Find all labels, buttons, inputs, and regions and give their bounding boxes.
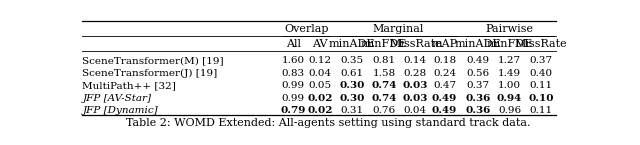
Text: 0.03: 0.03 (403, 81, 428, 90)
Text: 0.03: 0.03 (403, 94, 428, 103)
Text: MissRate: MissRate (389, 39, 442, 49)
Text: 0.83: 0.83 (282, 69, 305, 78)
Text: Table 2: WOMD Extended: All-agents setting using standard track data.: Table 2: WOMD Extended: All-agents setti… (125, 118, 531, 128)
Text: 0.04: 0.04 (404, 106, 427, 115)
Text: minFDE: minFDE (486, 39, 532, 49)
Text: 0.61: 0.61 (340, 69, 364, 78)
Text: 1.49: 1.49 (498, 69, 521, 78)
Text: 0.81: 0.81 (372, 56, 396, 65)
Text: MultiPath++ [32]: MultiPath++ [32] (83, 81, 177, 90)
Text: 0.18: 0.18 (433, 56, 456, 65)
Text: 0.74: 0.74 (371, 81, 397, 90)
Text: 0.40: 0.40 (530, 69, 553, 78)
Text: 0.99: 0.99 (282, 94, 305, 103)
Text: SceneTransformer(J) [19]: SceneTransformer(J) [19] (83, 69, 218, 78)
Text: 0.11: 0.11 (530, 106, 553, 115)
Text: 0.76: 0.76 (372, 106, 396, 115)
Text: 0.74: 0.74 (371, 94, 397, 103)
Text: 0.99: 0.99 (282, 81, 305, 90)
Text: 0.37: 0.37 (530, 56, 553, 65)
Text: 1.60: 1.60 (282, 56, 305, 65)
Text: 0.36: 0.36 (465, 94, 490, 103)
Text: 1.58: 1.58 (372, 69, 396, 78)
Text: Marginal: Marginal (372, 24, 424, 34)
Text: 0.04: 0.04 (308, 69, 332, 78)
Text: 0.30: 0.30 (339, 94, 365, 103)
Text: 0.49: 0.49 (466, 56, 490, 65)
Text: 0.05: 0.05 (308, 81, 332, 90)
Text: 0.28: 0.28 (404, 69, 427, 78)
Text: 0.11: 0.11 (530, 81, 553, 90)
Text: MissRate: MissRate (515, 39, 568, 49)
Text: JFP [Dynamic]: JFP [Dynamic] (83, 106, 158, 115)
Text: 0.37: 0.37 (466, 81, 490, 90)
Text: JFP [AV-Star]: JFP [AV-Star] (83, 94, 152, 103)
Text: 0.30: 0.30 (339, 81, 365, 90)
Text: minADE: minADE (454, 39, 501, 49)
Text: 0.12: 0.12 (308, 56, 332, 65)
Text: 0.02: 0.02 (307, 94, 333, 103)
Text: 0.31: 0.31 (340, 106, 364, 115)
Text: 0.47: 0.47 (433, 81, 456, 90)
Text: 0.02: 0.02 (307, 106, 333, 115)
Text: minADE: minADE (328, 39, 375, 49)
Text: 0.56: 0.56 (466, 69, 490, 78)
Text: minFDE: minFDE (361, 39, 407, 49)
Text: Pairwise: Pairwise (486, 24, 534, 34)
Text: Overlap: Overlap (284, 24, 329, 34)
Text: 1.27: 1.27 (498, 56, 521, 65)
Text: 0.94: 0.94 (497, 94, 522, 103)
Text: 0.79: 0.79 (280, 106, 306, 115)
Text: SceneTransformer(M) [19]: SceneTransformer(M) [19] (83, 56, 224, 65)
Text: 1.00: 1.00 (498, 81, 521, 90)
Text: mAP: mAP (431, 39, 458, 49)
Text: AV: AV (312, 39, 328, 49)
Text: 0.49: 0.49 (432, 106, 457, 115)
Text: 0.14: 0.14 (404, 56, 427, 65)
Text: 0.24: 0.24 (433, 69, 456, 78)
Text: 0.10: 0.10 (529, 94, 554, 103)
Text: 0.35: 0.35 (340, 56, 364, 65)
Text: 0.36: 0.36 (465, 106, 490, 115)
Text: 0.49: 0.49 (432, 94, 457, 103)
Text: 0.96: 0.96 (498, 106, 521, 115)
Text: All: All (286, 39, 301, 49)
